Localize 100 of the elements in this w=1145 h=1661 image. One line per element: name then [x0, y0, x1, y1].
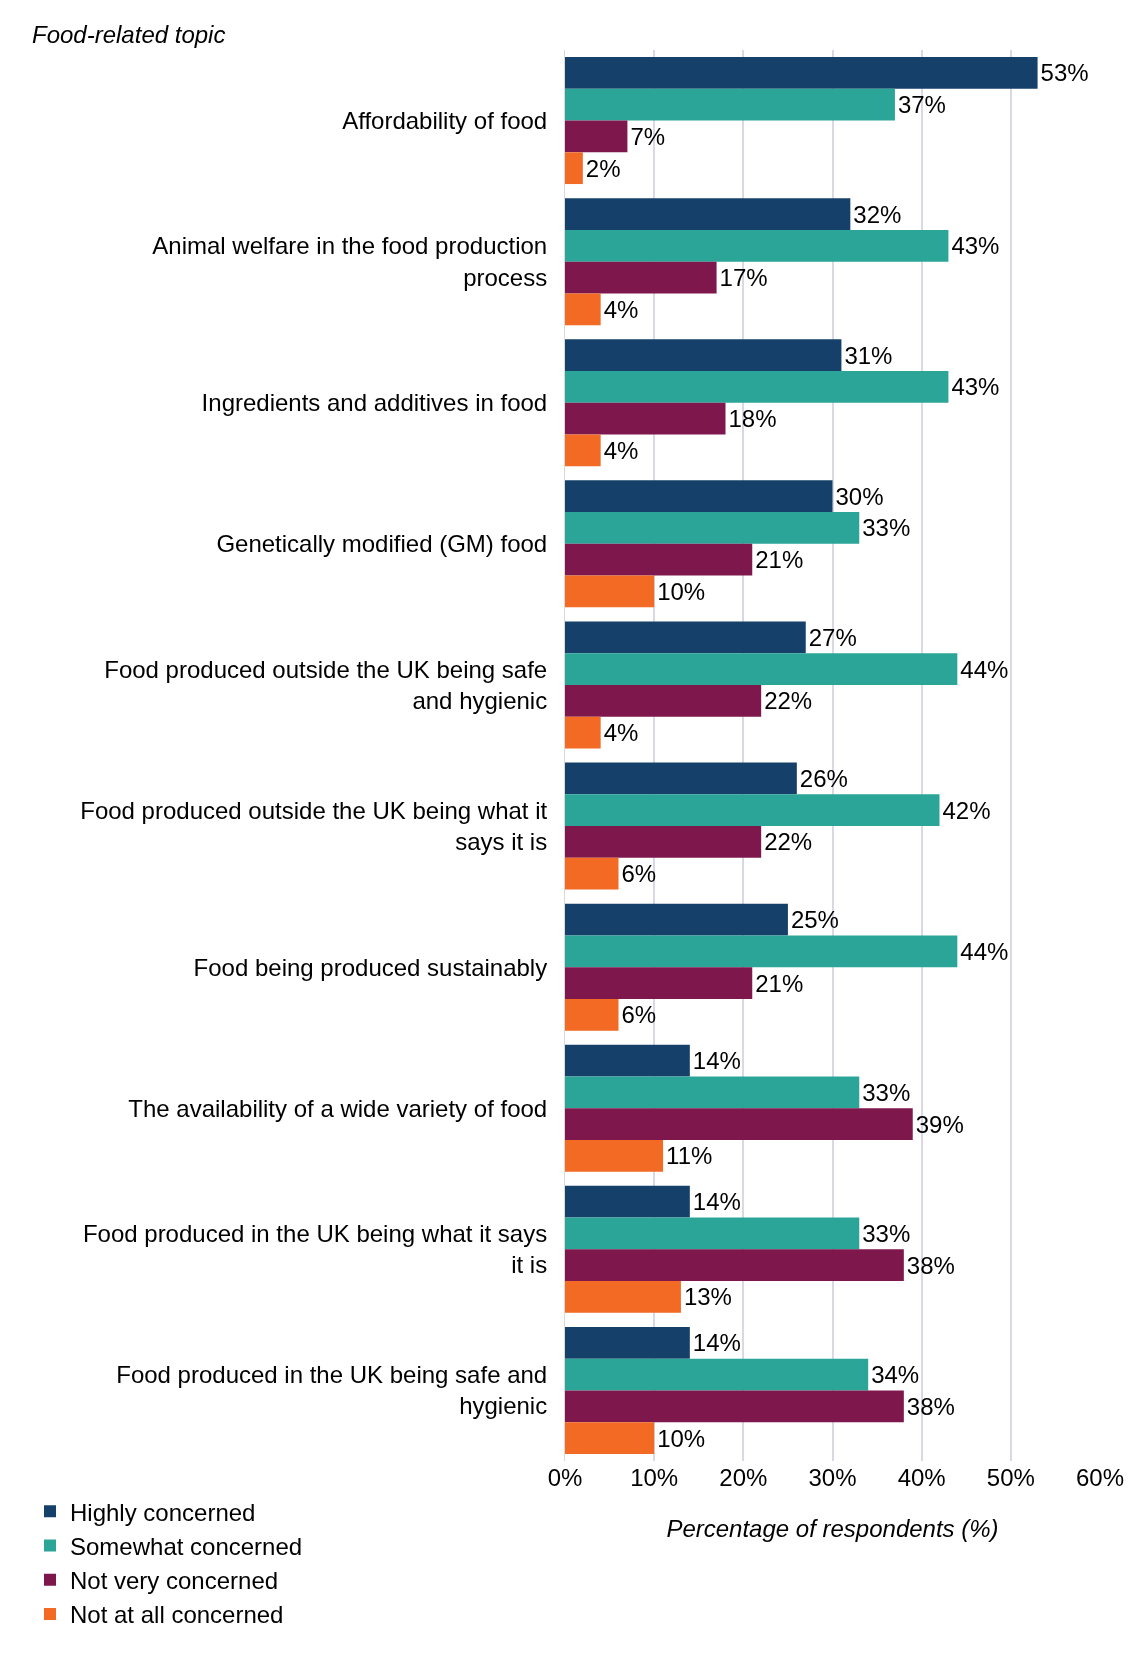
x-axis-title: Percentage of respondents (%): [666, 1515, 999, 1543]
data-label: 33%: [862, 1078, 911, 1106]
y-tick-label: Food produced outside the UK being what it says it is: [80, 796, 548, 856]
data-label: 31%: [844, 341, 893, 369]
bar: [565, 261, 717, 294]
bar: [565, 1422, 655, 1454]
data-label: 30%: [835, 482, 884, 510]
bar: [565, 152, 583, 185]
data-label: 32%: [853, 200, 902, 228]
data-label: 42%: [942, 796, 991, 824]
data-label: 53%: [1040, 59, 1089, 87]
bar: [565, 434, 601, 467]
bar: [565, 684, 762, 717]
data-label: 44%: [960, 937, 1009, 965]
data-label: 38%: [906, 1251, 955, 1279]
data-label: 14%: [692, 1047, 741, 1075]
data-label: 38%: [906, 1392, 955, 1420]
data-label: 10%: [657, 1424, 706, 1452]
data-label: 10%: [657, 577, 706, 605]
x-tick-label: 60%: [1075, 1464, 1125, 1491]
x-tick-label: 10%: [630, 1464, 679, 1491]
y-tick-label: Ingredients and additives in food: [201, 389, 548, 417]
data-label: 4%: [603, 719, 639, 747]
data-label: 21%: [755, 969, 804, 997]
data-label: 11%: [666, 1142, 713, 1170]
data-label: 14%: [692, 1329, 741, 1357]
x-tick-label: 20%: [719, 1464, 768, 1491]
bar: [565, 716, 601, 749]
bar: [565, 1217, 860, 1250]
bar: [565, 339, 842, 371]
bar: [565, 480, 833, 513]
data-label: 18%: [728, 405, 777, 433]
bar: [565, 1326, 690, 1359]
bar: [565, 575, 655, 608]
bar: [565, 621, 806, 654]
data-label: 14%: [692, 1188, 741, 1216]
data-label: 7%: [630, 122, 666, 150]
data-label: 33%: [862, 514, 911, 542]
bar: [565, 935, 958, 968]
y-tick-label: Food being produced sustainably: [193, 953, 548, 981]
y-tick-label: Food produced in the UK being what it says it is: [82, 1220, 548, 1279]
bar: [565, 903, 788, 936]
bar: [565, 120, 628, 153]
data-label: 22%: [764, 687, 813, 715]
legend-label: Not very concerned: [70, 1567, 279, 1595]
x-tick-label: 40%: [897, 1464, 946, 1491]
bar: [565, 1140, 664, 1172]
bar: [565, 57, 1038, 89]
bar: [565, 826, 762, 858]
bar: [565, 1044, 690, 1077]
data-label: 2%: [585, 154, 621, 182]
bar: [565, 794, 940, 827]
bar: [565, 1249, 904, 1282]
bar: [565, 1358, 869, 1391]
data-label: 6%: [621, 1001, 657, 1029]
data-label: 39%: [915, 1110, 964, 1138]
x-tick-label: 0%: [547, 1464, 583, 1491]
y-tick-label: Affordability of food: [342, 106, 548, 134]
bar: [565, 88, 895, 121]
data-label: 43%: [951, 373, 1000, 401]
data-label: 37%: [897, 91, 946, 119]
bar: [565, 1108, 913, 1140]
data-label: 34%: [871, 1361, 920, 1389]
data-label: 13%: [683, 1283, 732, 1311]
y-tick-label: Food produced in the UK being safe and hygienic: [116, 1361, 548, 1420]
data-label: 4%: [603, 436, 639, 464]
data-label: 44%: [960, 655, 1009, 683]
bar: [565, 1281, 681, 1313]
data-label: 17%: [719, 264, 768, 292]
x-tick-label: 50%: [986, 1464, 1035, 1491]
data-label: 4%: [603, 295, 639, 323]
y-tick-label: Animal welfare in the food production process: [152, 232, 548, 291]
bar: [565, 402, 726, 435]
data-label: 43%: [951, 232, 1000, 260]
y-tick-label: Genetically modified (GM) food: [216, 530, 548, 558]
bar: [565, 1390, 904, 1423]
y-axis-title: Food-related topic: [32, 21, 226, 48]
legend-label: Somewhat concerned: [70, 1532, 303, 1560]
bar: [565, 229, 949, 262]
legend-label: Not at all concerned: [70, 1601, 284, 1629]
data-label: 33%: [862, 1219, 911, 1247]
legend-label: Highly concerned: [70, 1498, 256, 1526]
bar: [565, 653, 958, 685]
data-label: 27%: [808, 623, 857, 651]
y-tick-label: Food produced outside the UK being safe and hygienic: [104, 655, 548, 714]
y-tick-label: The availability of a wide variety of food: [128, 1094, 548, 1122]
data-label: 21%: [755, 546, 804, 574]
data-label: 26%: [799, 764, 848, 792]
bar: [565, 857, 619, 890]
bar: [565, 967, 753, 999]
bar: [565, 1076, 860, 1109]
bar: [565, 371, 949, 403]
data-label: 22%: [764, 828, 813, 856]
data-label: 6%: [621, 860, 657, 888]
bar: [565, 293, 601, 326]
bar: [565, 1185, 690, 1218]
bar: [565, 762, 797, 795]
data-label: 25%: [790, 906, 839, 934]
bar: [565, 543, 753, 576]
bar: [565, 512, 860, 544]
